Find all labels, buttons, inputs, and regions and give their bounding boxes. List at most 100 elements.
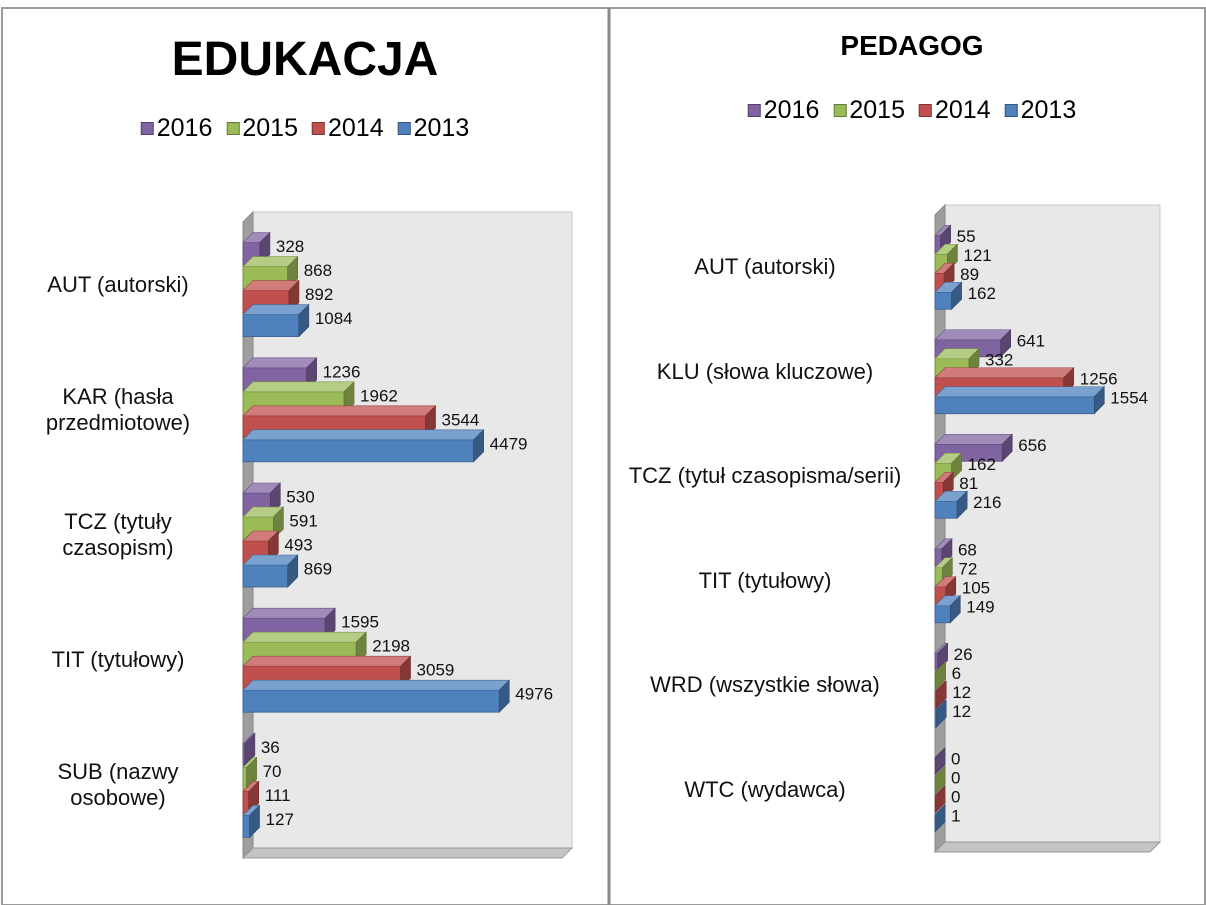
legend-label: 2014	[935, 96, 991, 124]
value-label: 81	[959, 474, 978, 493]
legend-label: 2014	[328, 114, 384, 142]
legend-label: 2013	[1020, 96, 1077, 124]
value-label: 4976	[515, 685, 553, 704]
bar-top	[242, 381, 355, 393]
bar-front	[934, 291, 953, 310]
legend-item: 2015	[833, 96, 905, 125]
legend-item: 2016	[140, 114, 213, 143]
bar	[934, 490, 968, 519]
bar	[934, 386, 1106, 415]
legend: 2016 2015 2014 2013	[747, 96, 1077, 125]
legend-item: 2014	[312, 114, 384, 143]
value-label: 2198	[372, 637, 410, 656]
bar	[934, 785, 946, 814]
bar-top	[242, 357, 318, 369]
value-label: 328	[276, 237, 304, 256]
bar-top	[242, 304, 310, 315]
legend-swatch	[919, 104, 932, 117]
value-label: 68	[958, 541, 977, 560]
value-label: 892	[305, 285, 333, 304]
bar	[934, 224, 952, 253]
value-label: 3544	[442, 410, 480, 429]
value-label: 530	[286, 487, 314, 506]
legend-swatch	[397, 122, 411, 135]
legend-label: 2016	[763, 96, 820, 124]
value-label: 1	[951, 807, 960, 826]
value-label: 111	[265, 786, 291, 805]
bar-side	[473, 429, 484, 463]
bar	[934, 281, 963, 310]
legend: 2016 2015 2014 2013	[140, 114, 470, 143]
value-label: 1595	[341, 613, 379, 632]
bar-side	[1093, 386, 1105, 415]
value-label: 149	[966, 598, 994, 617]
legend-label: 2016	[156, 114, 213, 142]
bar	[242, 554, 299, 588]
bar-side	[940, 224, 951, 253]
bar-top	[934, 433, 1013, 445]
legend-swatch	[312, 122, 325, 135]
bar-side	[249, 804, 260, 839]
category-label: TIT (tytułowy)	[51, 647, 185, 673]
legend-item: 2013	[397, 114, 470, 143]
bar	[934, 595, 961, 624]
bar-side	[244, 732, 256, 767]
value-label: 493	[284, 535, 312, 554]
bar-top	[242, 679, 510, 691]
legend-label: 2013	[413, 114, 470, 142]
bar-side	[287, 554, 299, 588]
value-label: 70	[263, 762, 282, 781]
legend-swatch	[747, 104, 761, 117]
floor	[241, 847, 574, 859]
value-label: 36	[261, 738, 280, 757]
bar-side	[935, 661, 946, 690]
bar	[934, 804, 946, 833]
bar-side	[934, 747, 946, 776]
value-label: 591	[289, 511, 317, 530]
bar-top	[242, 405, 437, 417]
legend-swatch	[226, 122, 240, 135]
category-label: WTC (wydawca)	[684, 776, 846, 802]
legend-swatch	[1004, 104, 1018, 117]
value-label: 1554	[1110, 389, 1148, 408]
floor	[933, 841, 1162, 853]
bar-top	[934, 329, 1012, 341]
legend-item: 2015	[226, 114, 298, 143]
bar	[242, 303, 310, 338]
bar-front	[934, 605, 951, 624]
bar-side	[498, 679, 510, 713]
bar	[934, 747, 946, 776]
bar-front	[242, 314, 300, 338]
value-label: 869	[304, 559, 332, 578]
value-label: 656	[1018, 436, 1046, 455]
bar	[934, 661, 947, 690]
value-label: 1084	[315, 309, 353, 328]
value-label: 162	[968, 284, 996, 303]
bar-top	[242, 631, 367, 643]
back-wall	[944, 204, 1161, 843]
bar-side	[937, 642, 948, 671]
bar-front	[934, 652, 939, 671]
chart-title: EDUKACJA	[171, 33, 439, 86]
category-label: KLU (słowa kluczowe)	[656, 358, 874, 384]
category-label: KAR (hasła przedmiotowe)	[45, 383, 191, 435]
value-label: 1236	[323, 362, 361, 381]
bar	[934, 642, 949, 671]
value-label: 0	[951, 769, 960, 788]
value-label: 3059	[417, 661, 455, 680]
bar-top	[242, 429, 485, 441]
value-label: 105	[962, 579, 990, 598]
value-label: 0	[951, 750, 960, 769]
value-label: 1962	[360, 386, 398, 405]
bar-side	[951, 281, 962, 310]
bar-side	[298, 303, 310, 338]
value-label: 216	[973, 493, 1001, 512]
value-label: 26	[954, 645, 973, 664]
value-label: 121	[963, 246, 991, 265]
value-label: 868	[304, 261, 332, 280]
value-label: 6	[952, 664, 961, 683]
category-label: AUT (autorski)	[694, 254, 836, 280]
bar-top	[934, 367, 1075, 379]
